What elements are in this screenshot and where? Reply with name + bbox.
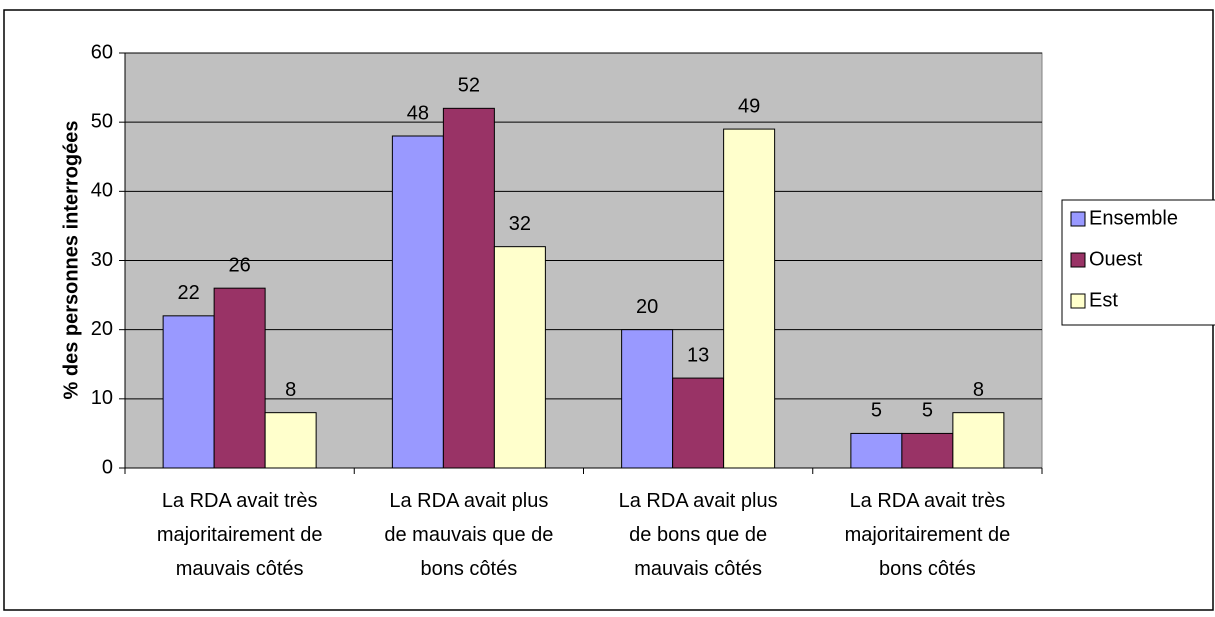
data-label: 8 — [285, 379, 296, 401]
bar — [621, 329, 674, 469]
bar — [850, 432, 903, 469]
y-tick-label: 20 — [91, 318, 113, 340]
x-tick-label: La RDA avait très majoritairement de bons … — [845, 490, 1011, 580]
x-tick-label: La RDA avait très majoritairement de mauva… — [157, 490, 323, 580]
y-axis-label: % des personnes interrogées — [60, 121, 82, 400]
legend-box — [1061, 199, 1215, 326]
bar — [162, 315, 215, 469]
bar — [901, 432, 954, 469]
x-tick-label-line: mauvais côtés — [634, 558, 762, 580]
y-tick-label: 0 — [102, 456, 113, 478]
legend-swatch — [1070, 252, 1086, 268]
x-tick-label-line: La RDA avait plus — [619, 490, 778, 512]
x-tick-label-line: La RDA avait très — [850, 490, 1006, 512]
x-tick-label-line: La RDA avait plus — [389, 490, 548, 512]
data-label: 52 — [458, 75, 480, 97]
data-label: 32 — [509, 213, 531, 235]
y-tick-label: 10 — [91, 387, 113, 409]
x-tick-label-line: mauvais côtés — [176, 558, 304, 580]
data-label: 13 — [687, 344, 709, 366]
y-tick-label: 40 — [91, 180, 113, 202]
bar — [672, 377, 725, 469]
data-label: 8 — [973, 379, 984, 401]
x-tick-label-line: de mauvais que de — [384, 524, 553, 546]
bar — [391, 135, 444, 469]
y-tick-label: 60 — [91, 41, 113, 63]
data-label: 5 — [871, 400, 882, 422]
data-label: 22 — [178, 282, 200, 304]
x-tick-label: La RDA avait plus de mauvais que de bons c… — [384, 490, 553, 580]
data-label: 49 — [738, 95, 760, 117]
bar — [493, 246, 546, 469]
x-tick-label-line: La RDA avait très — [162, 490, 318, 512]
x-tick-label-line: bons côtés — [421, 558, 518, 580]
y-tick-label: 50 — [91, 110, 113, 132]
legend-label: Ensemble — [1089, 207, 1178, 229]
bar — [952, 412, 1005, 469]
legend-label: Ouest — [1089, 248, 1143, 270]
x-tick-label-line: majoritairement de — [157, 524, 323, 546]
bar — [213, 287, 266, 469]
bar — [264, 412, 317, 469]
data-label: 26 — [229, 254, 251, 276]
legend-swatch — [1070, 211, 1086, 227]
legend-swatch — [1070, 293, 1086, 309]
legend-label: Est — [1089, 289, 1118, 311]
x-tick-label: La RDA avait plus de bons que de mauvais c… — [619, 490, 778, 580]
data-label: 48 — [407, 102, 429, 124]
x-tick-label-line: bons côtés — [879, 558, 976, 580]
data-label: 20 — [636, 296, 658, 318]
bar — [723, 128, 776, 469]
x-tick-label-line: majoritairement de — [845, 524, 1011, 546]
bar — [442, 107, 495, 469]
y-tick-label: 30 — [91, 249, 113, 271]
data-label: 5 — [922, 400, 933, 422]
x-tick-label-line: de bons que de — [629, 524, 767, 546]
